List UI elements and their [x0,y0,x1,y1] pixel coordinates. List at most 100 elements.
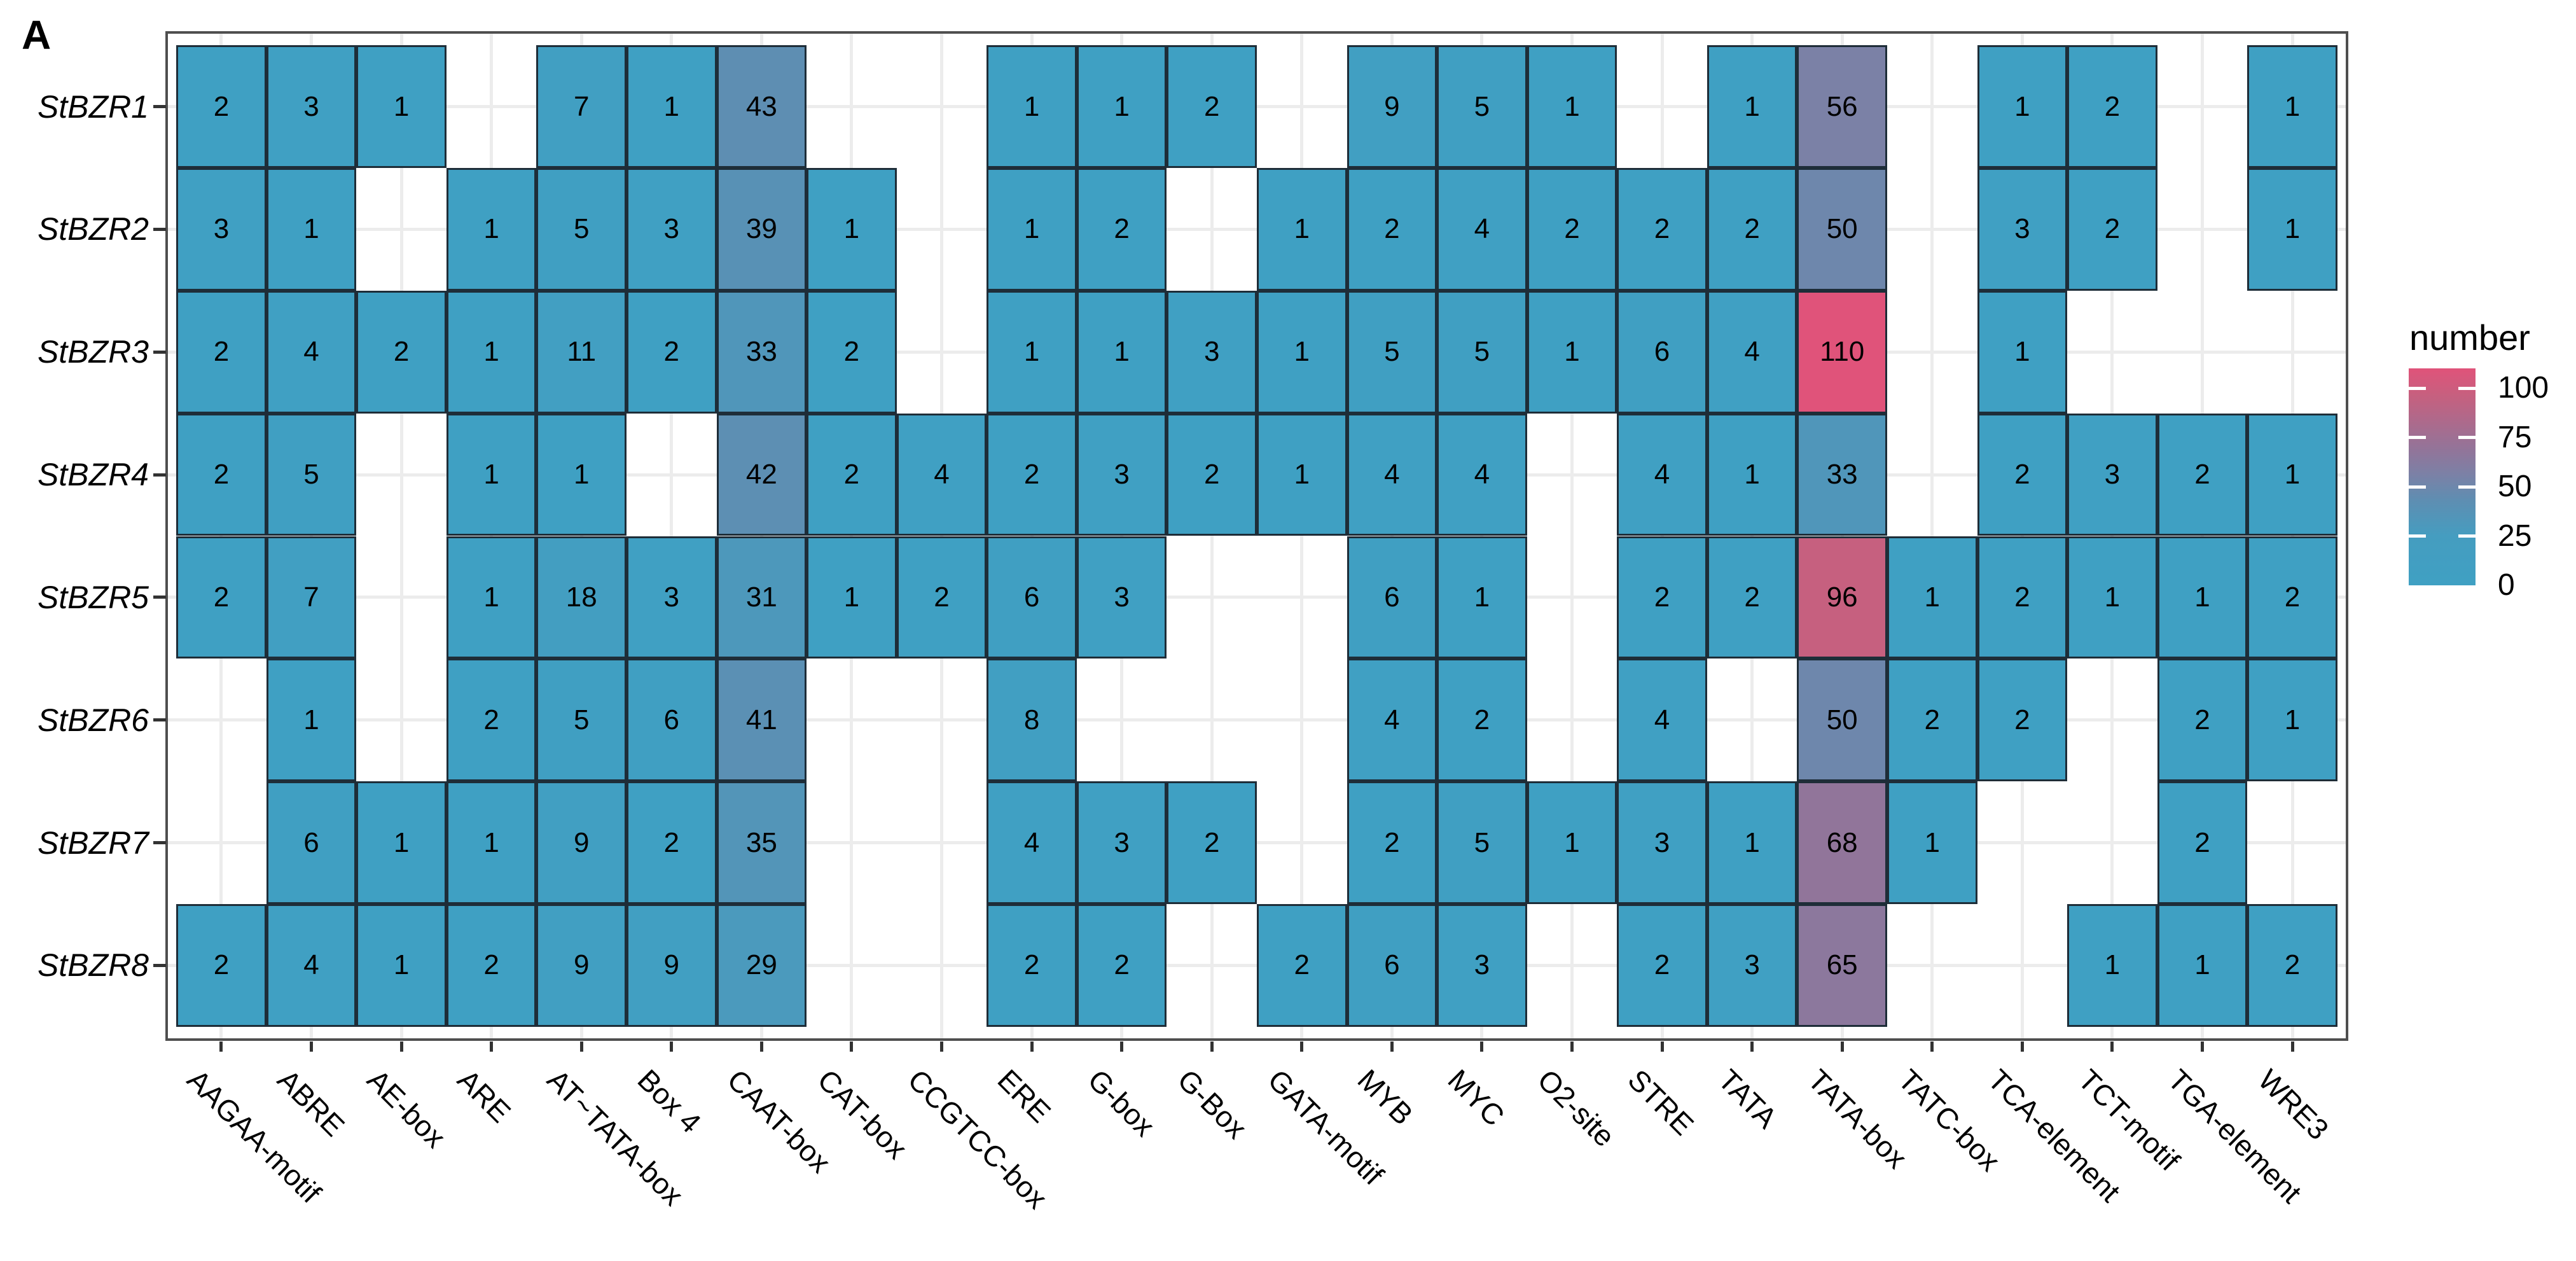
heatmap-cell: 5 [1437,45,1527,169]
heatmap-cell: 4 [1707,290,1797,414]
heatmap-cell-value: 4 [1744,336,1760,368]
heatmap-cell: 4 [1437,168,1527,291]
heatmap-cell: 2 [1617,168,1707,291]
heatmap-cell-value: 41 [745,704,777,735]
heatmap-cell-value: 42 [745,459,777,491]
heatmap-cell: 6 [1347,536,1437,659]
gridline-horizontal [168,596,2346,599]
heatmap-cell-value: 1 [1474,581,1490,613]
heatmap-cell: 1 [2157,903,2248,1027]
x-axis-label: MYC [1441,1062,1511,1132]
heatmap-cell-value: 1 [2104,581,2121,613]
heatmap-cell-value: 4 [934,459,950,491]
heatmap-cell: 1 [1076,290,1167,414]
heatmap-cell-value: 1 [1114,90,1130,122]
heatmap-cell: 1 [266,658,357,782]
heatmap-cell: 1 [1257,413,1347,536]
x-axis-label: ARE [451,1062,517,1129]
heatmap-cell-value: 2 [1023,949,1040,981]
heatmap-cell: 1 [1707,781,1797,904]
heatmap-cell: 2 [987,413,1077,536]
heatmap-cell-value: 9 [1384,90,1400,122]
heatmap-cell-value: 1 [1294,459,1310,491]
y-axis-tick [153,596,166,599]
x-axis-label: G-box [1081,1062,1161,1143]
legend-tick-mark [2458,534,2476,538]
heatmap-cell-value: 11 [567,336,597,368]
heatmap-cell: 2 [176,536,267,659]
y-axis-tick [153,718,166,722]
x-axis-label: TATA [1712,1062,1783,1135]
y-axis-tick [153,473,166,477]
heatmap-cell: 1 [1257,290,1347,414]
heatmap-cell: 5 [1347,290,1437,414]
heatmap-cell-value: 4 [1654,459,1670,491]
heatmap-cell: 5 [266,413,357,536]
heatmap-cell: 4 [266,290,357,414]
heatmap-cell-value: 1 [1924,826,1940,858]
heatmap-cell: 4 [896,413,987,536]
legend-tick-label: 75 [2498,420,2532,454]
heatmap-cell-value: 1 [1294,213,1310,245]
heatmap-cell: 1 [2247,45,2337,169]
heatmap-cell-value: 1 [2284,213,2301,245]
heatmap-cell: 2 [446,658,537,782]
heatmap-cell: 2 [627,781,717,904]
heatmap-cell-value: 1 [2014,336,2030,368]
heatmap-cell-value: 2 [1203,459,1220,491]
heatmap-cell: 29 [716,903,807,1027]
gridline-vertical [399,34,403,1038]
heatmap-cell-value: 3 [303,90,319,122]
x-axis-tick [1480,1042,1484,1052]
x-axis-tick [2110,1042,2114,1052]
heatmap-cell-value: 1 [483,459,499,491]
heatmap-cell: 1 [446,781,537,904]
heatmap-cell: 4 [1617,413,1707,536]
heatmap-cell-value: 2 [1564,213,1580,245]
heatmap-cell: 2 [1437,658,1527,782]
x-axis-tick [579,1042,583,1052]
x-axis-label: ERE [991,1062,1058,1129]
heatmap-cell: 2 [1076,168,1167,291]
heatmap-cell-value: 5 [573,704,590,735]
x-axis-tick [670,1042,674,1052]
heatmap-cell-value: 2 [1294,949,1310,981]
heatmap-cell: 3 [266,45,357,169]
x-axis-tick [759,1042,763,1052]
heatmap-cell: 6 [987,536,1077,659]
heatmap-cell: 1 [2157,536,2248,659]
heatmap-cell-value: 2 [2194,459,2210,491]
legend-tick-label: 25 [2498,519,2532,553]
heatmap-cell-value: 96 [1826,581,1858,613]
heatmap-cell: 1 [1707,413,1797,536]
heatmap-cell-value: 1 [483,213,499,245]
x-axis-tick [1210,1042,1214,1052]
heatmap-cell: 2 [176,45,267,169]
heatmap-cell-value: 3 [213,213,230,245]
heatmap-cell: 1 [987,45,1077,169]
x-axis-tick [1030,1042,1034,1052]
heatmap-cell: 1 [536,413,627,536]
heatmap-cell-value: 3 [1654,826,1670,858]
heatmap-cell: 43 [716,45,807,169]
heatmap-cell: 4 [266,903,357,1027]
x-axis-label: O2-site [1532,1062,1622,1153]
heatmap-cell: 5 [536,168,627,291]
heatmap-cell: 6 [266,781,357,904]
heatmap-cell-value: 2 [1654,949,1670,981]
heatmap-cell-value: 4 [1474,213,1490,245]
y-axis-tick [153,227,166,231]
heatmap-cell: 2 [1617,903,1707,1027]
heatmap-cell-value: 3 [1744,949,1760,981]
heatmap-cell-value: 2 [2284,949,2301,981]
heatmap-cell-value: 1 [1564,826,1580,858]
heatmap-cell: 1 [1887,781,1977,904]
heatmap-cell: 1 [446,413,537,536]
x-axis-tick [1570,1042,1574,1052]
x-axis-tick [2200,1042,2204,1052]
heatmap-cell-value: 1 [393,949,410,981]
legend-tick-mark [2458,485,2476,489]
heatmap-cell: 2 [2157,413,2248,536]
heatmap-cell-value: 2 [1474,704,1490,735]
heatmap-cell: 3 [176,168,267,291]
